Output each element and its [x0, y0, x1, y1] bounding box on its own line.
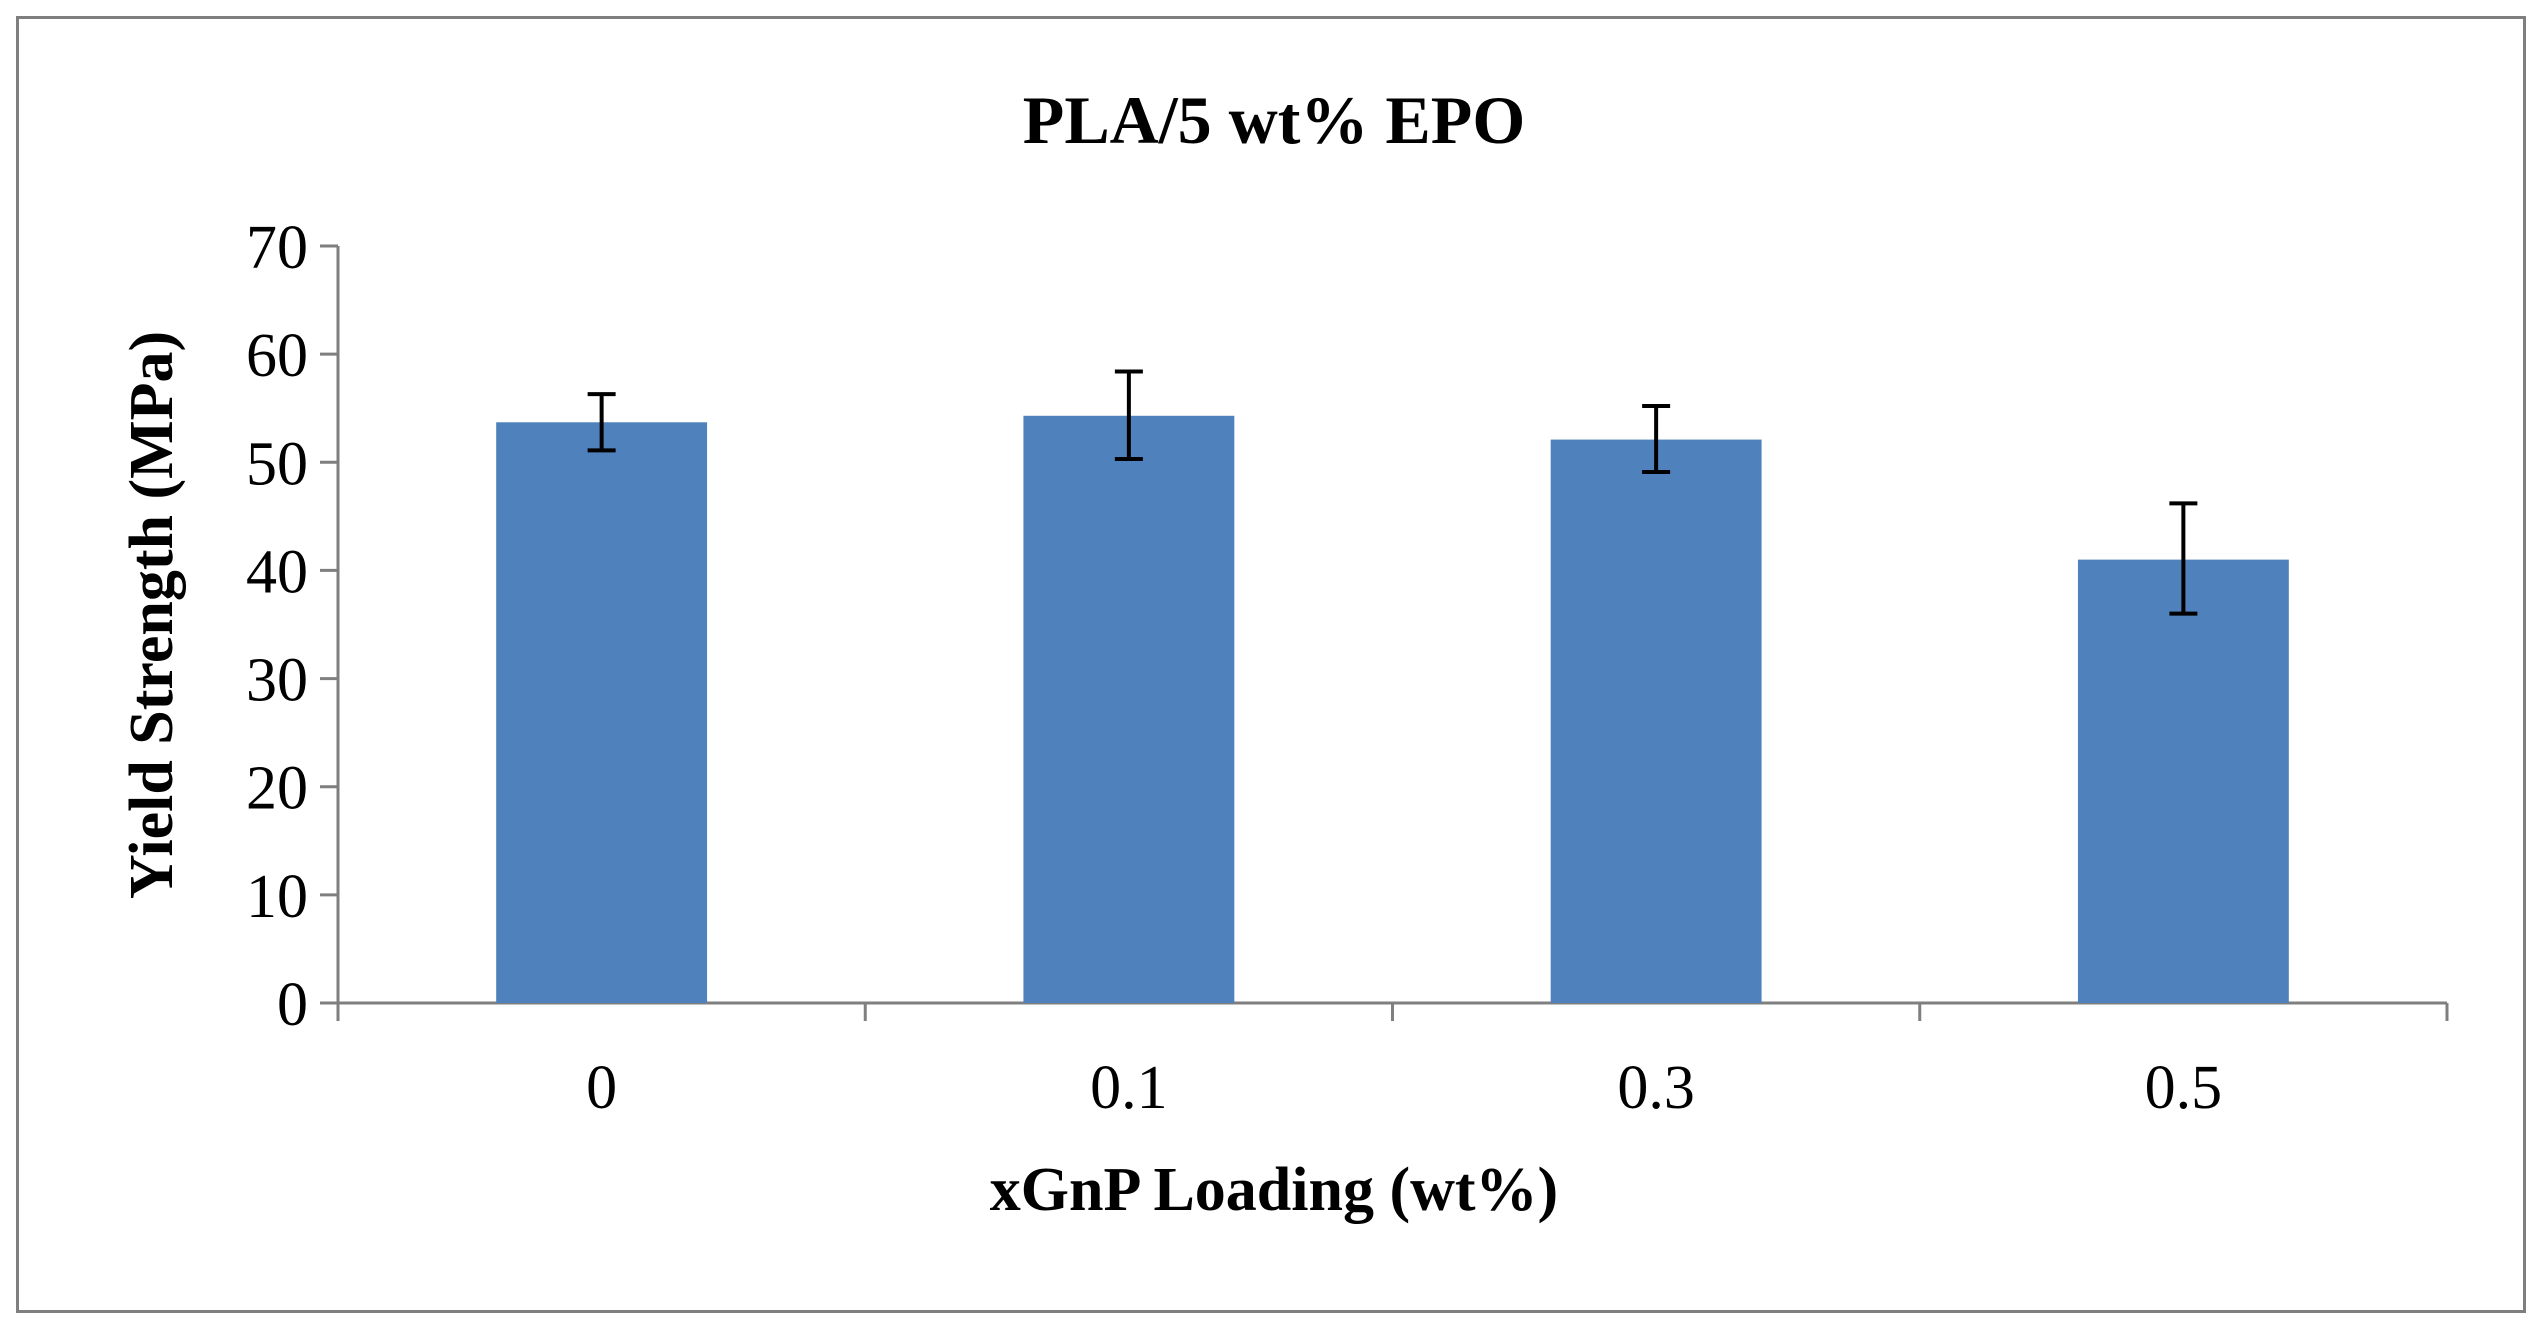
- y-tick-label: 10: [246, 863, 308, 931]
- chart-title: PLA/5 wt% EPO: [1023, 82, 1525, 158]
- plot-area: 0 10 20 30 40 50 60 70 0 0.1 0.3 0.5: [246, 214, 2449, 1122]
- x-axis-title: xGnP Loading (wt%): [990, 1156, 1558, 1224]
- y-tick-label: 30: [246, 647, 308, 715]
- y-tick-label: 60: [246, 322, 308, 390]
- x-tick-label: 0.1: [1090, 1054, 1168, 1122]
- y-tick-label: 20: [246, 755, 308, 823]
- y-tick-label: 70: [246, 214, 308, 282]
- x-tick-label: 0.3: [1617, 1054, 1695, 1122]
- bar: [1023, 415, 1235, 1003]
- bar: [2077, 559, 2289, 1003]
- y-axis-title: Yield Strength (MPa): [118, 331, 186, 899]
- y-tick-label: 0: [277, 971, 308, 1039]
- x-tick-label: 0: [586, 1054, 617, 1122]
- bar: [496, 422, 708, 1004]
- bar: [1550, 439, 1762, 1004]
- x-tick-label: 0.5: [2145, 1054, 2223, 1122]
- y-tick-label: 50: [246, 430, 308, 498]
- y-tick-label: 40: [246, 538, 308, 606]
